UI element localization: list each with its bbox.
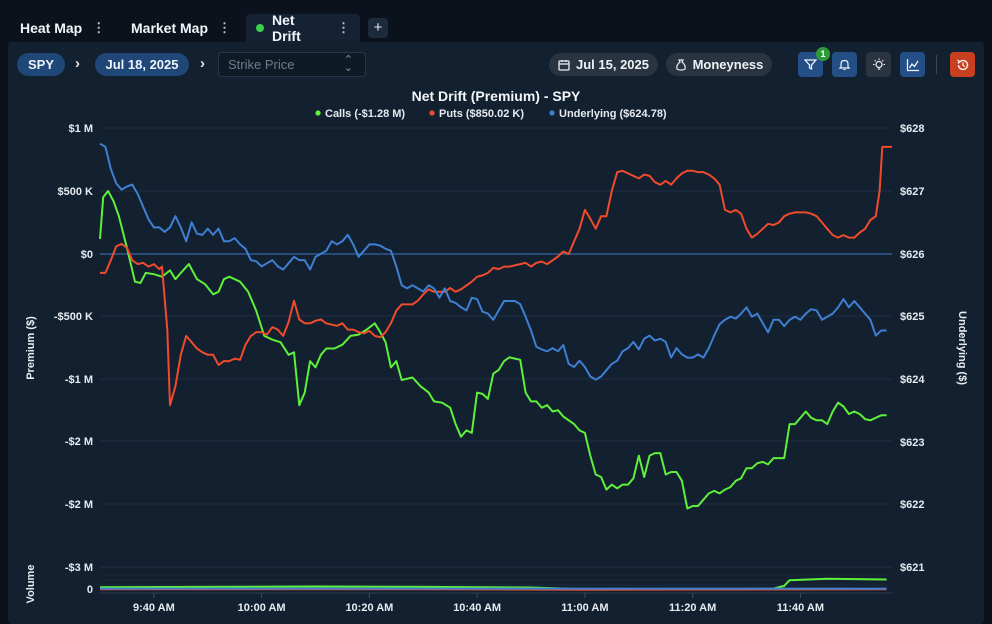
moneyness-label: Moneyness — [692, 57, 764, 72]
y-tick-label: -$2 M — [65, 436, 93, 448]
tab-heat-map[interactable]: Heat Map ⋮ — [20, 14, 105, 42]
strike-price-placeholder: Strike Price — [228, 57, 295, 72]
series-line-calls — [99, 190, 887, 510]
series-line-puts — [100, 145, 892, 407]
legend-marker — [549, 110, 555, 116]
tab-label: Market Map — [131, 20, 209, 36]
y2-tick-label: $625 — [900, 311, 924, 323]
y-tick-label: $0 — [81, 249, 93, 261]
x-tick-label: 10:20 AM — [345, 602, 393, 614]
more-vert-icon[interactable]: ⋮ — [218, 20, 232, 35]
chart-icon — [906, 58, 919, 71]
y2-tick-label: $621 — [900, 562, 924, 574]
x-tick-label: 11:20 AM — [669, 602, 716, 614]
history-button[interactable] — [950, 52, 975, 77]
y2-tick-label: $628 — [900, 123, 924, 135]
filter-icon — [804, 59, 817, 71]
volume-lines — [99, 577, 887, 591]
alerts-button[interactable] — [832, 52, 857, 77]
chart-type-button[interactable] — [900, 52, 925, 77]
x-tick-label: 10:00 AM — [238, 602, 286, 614]
strike-price-select[interactable]: Strike Price ⌃ ⌄ — [218, 52, 366, 77]
tab-net-drift[interactable]: Net Drift ⋮ — [246, 12, 360, 44]
series-lines — [99, 142, 892, 510]
y-tick-label: 0 — [87, 584, 93, 596]
y2-tick-label: $623 — [900, 437, 924, 449]
bell-icon — [838, 59, 851, 71]
up-down-icon: ⌃ ⌄ — [343, 54, 353, 74]
tab-bar: Heat Map ⋮ Market Map ⋮ Net Drift ⋮ + — [0, 0, 992, 44]
net-drift-panel — [8, 42, 984, 624]
grid — [100, 127, 892, 594]
legend-marker — [315, 110, 321, 116]
legend-label: Calls (-$1.28 M) — [325, 108, 405, 120]
x-tick-label: 10:40 AM — [453, 602, 501, 614]
moneyness-chip[interactable]: Moneyness — [666, 53, 772, 76]
chevron-right-icon: › — [75, 55, 80, 72]
y-tick-label: -$2 M — [65, 499, 93, 511]
chart-legend: Calls (-$1.28 M) Puts ($850.02 K) Underlyi… — [315, 108, 667, 120]
y2-axis-label: Underlying ($) — [956, 311, 968, 385]
symbol-chip[interactable]: SPY — [17, 53, 65, 76]
y-tick-label: -$1 M — [65, 374, 93, 386]
chevron-right-icon: › — [200, 55, 205, 72]
add-tab-button[interactable]: + — [368, 18, 388, 38]
y-tick-label: $1 M — [69, 123, 93, 135]
legend-label: Underlying ($624.78) — [559, 108, 667, 120]
tab-label: Net Drift — [271, 12, 301, 44]
y-axis-label: Premium ($) — [25, 316, 37, 380]
history-icon — [956, 58, 968, 70]
y2-tick-label: $624 — [900, 374, 925, 386]
y-tick-label: -$500 K — [54, 311, 93, 323]
axis-ticks: $1 M $500 K $0 -$500 K -$1 M -$2 M -$2 M -$3 M 0… — [54, 123, 925, 614]
legend-marker — [429, 110, 435, 116]
y2-tick-label: $626 — [900, 249, 924, 261]
insights-button[interactable] — [866, 52, 891, 77]
more-vert-icon[interactable]: ⋮ — [92, 20, 106, 35]
toolbar-divider — [936, 55, 937, 74]
y2-tick-label: $622 — [900, 499, 924, 511]
tab-label: Heat Map — [20, 20, 83, 36]
calendar-icon — [558, 59, 570, 71]
money-bag-icon — [675, 58, 686, 71]
x-tick-label: 11:40 AM — [777, 602, 824, 614]
expiry-chip[interactable]: Jul 18, 2025 — [95, 53, 189, 76]
volume-axis-label: Volume — [25, 565, 37, 604]
date-chip[interactable]: Jul 15, 2025 — [549, 53, 658, 76]
live-dot-icon — [256, 24, 264, 32]
tab-market-map[interactable]: Market Map ⋮ — [131, 14, 231, 42]
filter-count-badge: 1 — [816, 47, 830, 61]
y2-tick-label: $627 — [900, 186, 924, 198]
y-tick-label: -$3 M — [65, 562, 93, 574]
legend-label: Puts ($850.02 K) — [439, 108, 524, 120]
x-tick-label: 9:40 AM — [133, 602, 175, 614]
lightbulb-icon — [872, 58, 885, 70]
chart-title: Net Drift (Premium) - SPY — [412, 88, 581, 104]
series-line-underlying — [99, 142, 887, 381]
date-label: Jul 15, 2025 — [576, 57, 649, 72]
x-tick-label: 11:00 AM — [561, 602, 608, 614]
more-vert-icon[interactable]: ⋮ — [337, 20, 350, 35]
y-tick-label: $500 K — [58, 186, 94, 198]
